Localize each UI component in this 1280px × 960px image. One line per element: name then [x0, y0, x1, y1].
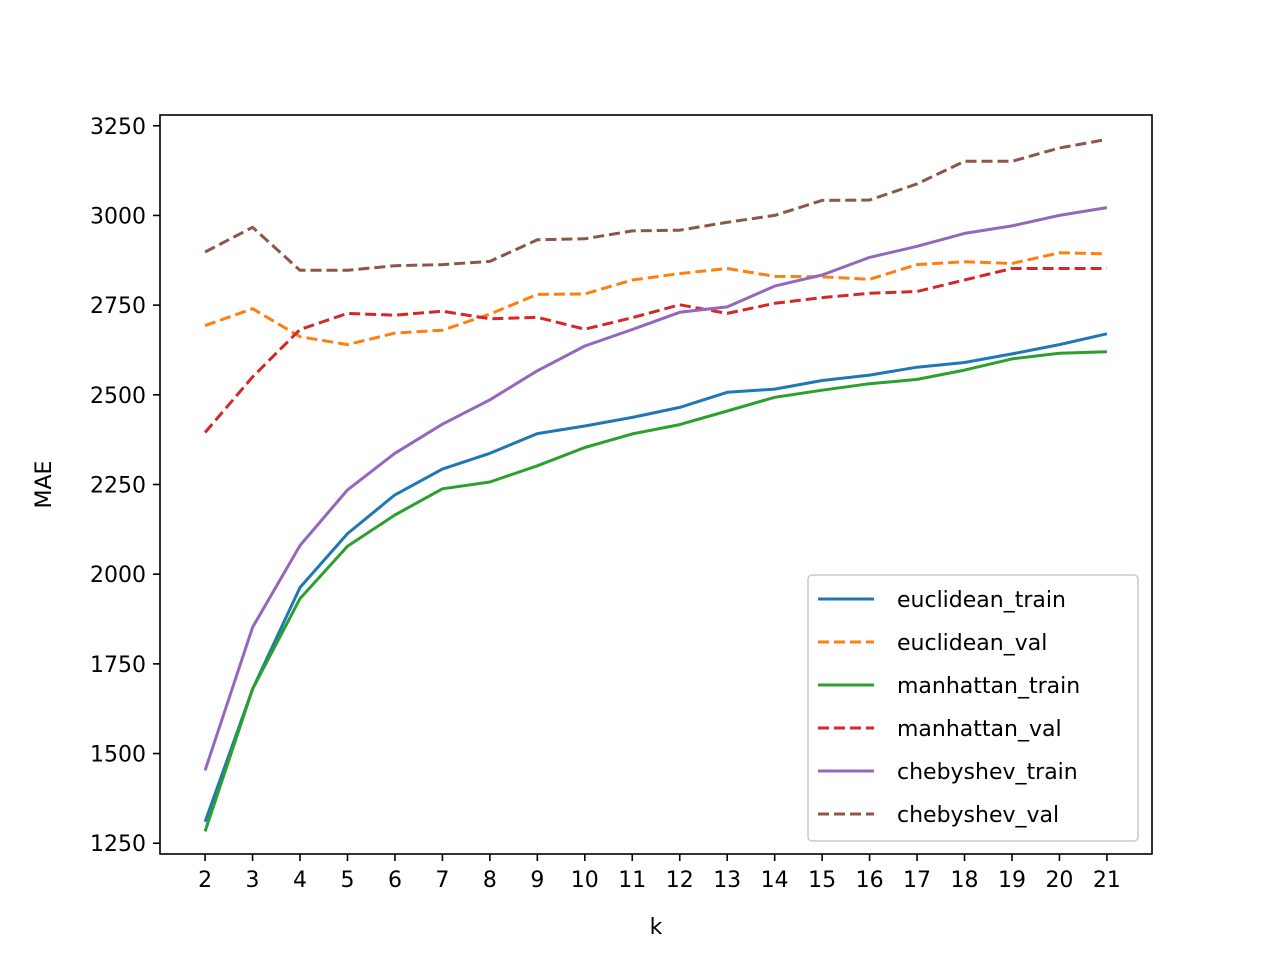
legend-label-euclidean-val: euclidean_val	[897, 631, 1047, 656]
x-tick-label: 3	[246, 868, 260, 893]
legend: euclidean_train euclidean_val manhattan_tr…	[807, 574, 1139, 842]
x-tick-label: 19	[998, 868, 1026, 893]
y-tick-label: 3000	[90, 204, 146, 229]
y-tick-label: 1250	[90, 832, 146, 857]
legend-label-chebyshev-val: chebyshev_val	[897, 803, 1059, 828]
legend-label-manhattan-train: manhattan_train	[897, 674, 1080, 699]
x-tick-label: 10	[571, 868, 599, 893]
series-line-manhattan-train	[203, 350, 1107, 832]
legend-label-chebyshev-train: chebyshev_train	[897, 760, 1078, 785]
x-tick-label: 11	[618, 868, 646, 893]
series-line-euclidean-train	[203, 332, 1108, 823]
x-axis: 2 3 4 5 6 7 8 9 10 11 12 13 14 15 16 17 18 19 20 21	[198, 854, 1121, 893]
x-tick-label: 5	[340, 868, 354, 893]
x-tick-label: 9	[530, 868, 544, 893]
x-tick-label: 12	[666, 868, 694, 893]
y-axis: 1250 1500 1750 2000 2250 2500 2750 3000 3250	[90, 115, 160, 857]
series-line-chebyshev-train	[203, 206, 1108, 771]
y-tick-label: 2750	[90, 294, 146, 319]
x-tick-label: 4	[293, 868, 307, 893]
y-tick-label: 2000	[90, 563, 146, 588]
y-tick-label: 2250	[90, 474, 146, 499]
series-line-manhattan-val	[203, 267, 1107, 434]
x-tick-label: 20	[1045, 868, 1073, 893]
x-tick-label: 21	[1093, 868, 1121, 893]
series-line-euclidean-val	[204, 251, 1107, 347]
y-tick-label: 1750	[90, 653, 146, 678]
x-tick-label: 13	[713, 868, 741, 893]
x-tick-label: 16	[856, 868, 884, 893]
x-tick-label: 7	[435, 868, 449, 893]
x-tick-label: 18	[951, 868, 979, 893]
x-tick-label: 15	[808, 868, 836, 893]
series-lines	[203, 137, 1108, 832]
y-axis-label: MAE	[32, 461, 57, 509]
x-axis-label: k	[650, 915, 663, 940]
legend-label-manhattan-val: manhattan_val	[897, 717, 1062, 742]
x-tick-label: 17	[903, 868, 931, 893]
y-tick-label: 3250	[90, 115, 146, 140]
x-tick-label: 2	[198, 868, 212, 893]
y-tick-label: 1500	[90, 743, 146, 768]
x-tick-label: 6	[388, 868, 402, 893]
legend-box	[807, 574, 1139, 842]
legend-label-euclidean-train: euclidean_train	[897, 588, 1066, 613]
y-tick-label: 2500	[90, 384, 146, 409]
x-tick-label: 8	[483, 868, 497, 893]
series-line-chebyshev-val	[204, 137, 1108, 272]
x-tick-label: 14	[761, 868, 789, 893]
